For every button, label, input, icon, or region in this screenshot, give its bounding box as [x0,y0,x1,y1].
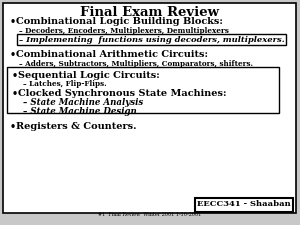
Text: Sequential Logic Circuits:: Sequential Logic Circuits: [18,71,160,80]
Text: – Decoders, Encoders, Multiplexers, Demultiplexers: – Decoders, Encoders, Multiplexers, Demu… [19,27,229,35]
Text: Registers & Counters.: Registers & Counters. [16,122,136,131]
Text: #1  Final Review  Winter 2001 1-10-2001: #1 Final Review Winter 2001 1-10-2001 [98,212,202,218]
Text: – State Machine Design: – State Machine Design [23,107,137,116]
FancyBboxPatch shape [17,34,286,45]
FancyBboxPatch shape [195,198,293,212]
FancyBboxPatch shape [3,3,296,213]
Text: •: • [10,122,16,132]
Text: EECC341 - Shaaban: EECC341 - Shaaban [197,200,291,208]
Text: – Latches, Flip-Flips.: – Latches, Flip-Flips. [23,80,106,88]
Text: Clocked Synchronous State Machines:: Clocked Synchronous State Machines: [18,89,227,98]
Text: Combinational Arithmetic Circuits:: Combinational Arithmetic Circuits: [16,50,208,59]
Text: Combinational Logic Building Blocks:: Combinational Logic Building Blocks: [16,17,223,26]
Text: – Adders, Subtractors, Multipliers, Comparators, shifters.: – Adders, Subtractors, Multipliers, Comp… [19,60,253,68]
Text: – Implementing  functions using decoders, multiplexers.: – Implementing functions using decoders,… [19,36,285,44]
Text: – State Machine Analysis: – State Machine Analysis [23,98,143,107]
Text: •: • [12,89,18,99]
Text: •: • [12,71,18,81]
Text: •: • [10,50,16,60]
Text: Final Exam Review: Final Exam Review [80,6,220,19]
Text: •: • [10,17,16,27]
